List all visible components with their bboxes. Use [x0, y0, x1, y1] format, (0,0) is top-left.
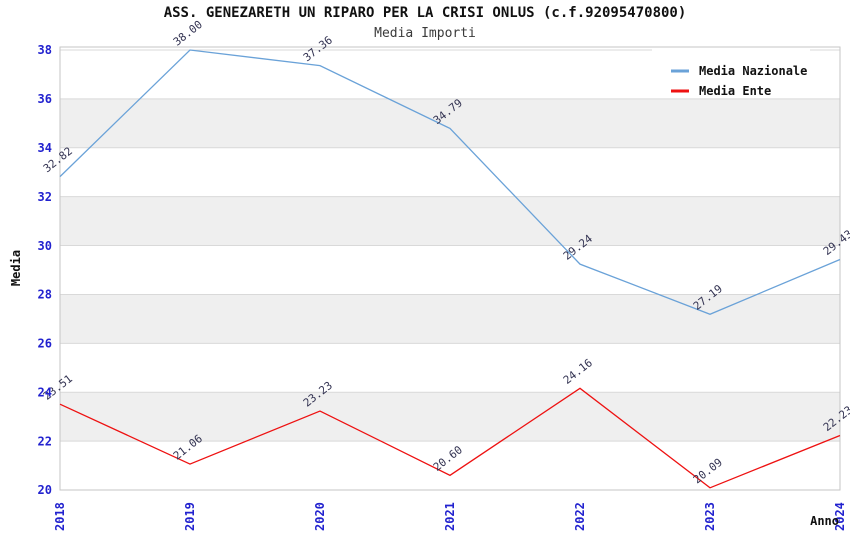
- chart-title: ASS. GENEZARETH UN RIPARO PER LA CRISI O…: [163, 5, 687, 21]
- point-label-media-ente: 24.16: [561, 356, 595, 387]
- x-tick-label: 2022: [573, 502, 587, 531]
- point-label-media-ente: 20.09: [691, 456, 725, 487]
- y-tick-label: 28: [38, 288, 52, 302]
- x-tick-label: 2023: [703, 502, 717, 531]
- x-tick-label: 2024: [833, 502, 847, 531]
- y-tick-label: 22: [38, 434, 52, 448]
- y-axis-title: Media: [9, 250, 23, 286]
- x-tick-label: 2018: [53, 502, 67, 531]
- x-axis-title: Anno: [810, 514, 839, 528]
- series-line-media-ente: [59, 387, 841, 489]
- y-tick-label: 26: [38, 337, 52, 351]
- plot-border: [59, 46, 841, 491]
- x-tick-label: 2021: [443, 502, 457, 531]
- legend: Media Nazionale Media Ente: [652, 49, 810, 98]
- x-tick-label: 2019: [183, 502, 197, 531]
- y-tick-label: 34: [38, 141, 52, 155]
- legend-item-label: Media Ente: [699, 84, 771, 98]
- y-tick-label: 30: [38, 239, 52, 253]
- y-tick-label: 38: [38, 43, 52, 57]
- plot-band: [60, 392, 840, 442]
- series-line-media-nazionale: [59, 49, 841, 315]
- y-tick-label: 20: [38, 483, 52, 497]
- plot-band: [60, 294, 840, 344]
- y-tick-label: 36: [38, 92, 52, 106]
- legend-item-label: Media Nazionale: [699, 64, 807, 78]
- y-tick-label: 32: [38, 190, 52, 204]
- y-tick-label: 24: [38, 385, 52, 399]
- plot-band: [60, 196, 840, 246]
- x-tick-label: 2020: [313, 502, 327, 531]
- plot-band: [60, 98, 840, 148]
- chart-subtitle: Media Importi: [374, 26, 476, 41]
